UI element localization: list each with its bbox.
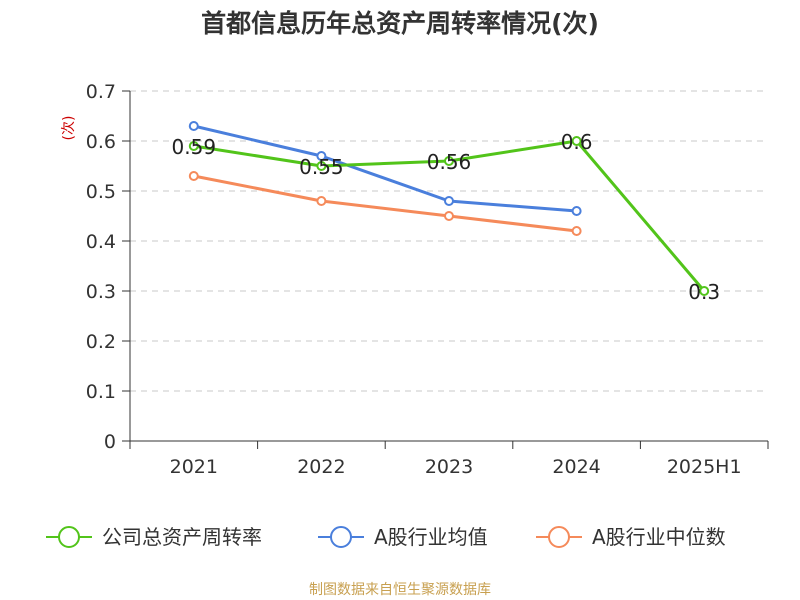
data-labels: 0.59 0.55 0.56 0.6 0.3 [172, 130, 721, 304]
series-line [193, 124, 577, 213]
data-label: 0.55 [299, 155, 344, 179]
series-line [193, 174, 577, 233]
data-point [571, 136, 582, 146]
data-point [444, 156, 454, 166]
data-label: 0.56 [427, 150, 472, 174]
data-point [188, 121, 199, 131]
data-label: 0.3 [688, 280, 720, 304]
data-point [699, 286, 710, 296]
source-note: 制图数据来自恒生聚源数据库 [309, 582, 491, 598]
data-point [188, 141, 199, 151]
legend-swatch-marker [330, 526, 352, 548]
data-label: 0.6 [561, 130, 593, 154]
legend-item[interactable]: 公司总资产周转率 [46, 525, 262, 549]
data-point [316, 151, 327, 161]
data-point [188, 171, 199, 181]
y-axis-unit-label: (次) [61, 116, 77, 141]
data-point [316, 196, 327, 206]
data-point [316, 161, 327, 171]
y-tick-label: 0.6 [86, 131, 116, 153]
legend: 公司总资产周转率 A股行业均值 A股行业中位数 [46, 525, 726, 549]
x-tick-label: 2025H1 [667, 456, 742, 478]
legend-swatch-marker [58, 526, 80, 548]
series [188, 121, 710, 296]
legend-item[interactable]: A股行业中位数 [536, 525, 726, 549]
legend-label: 公司总资产周转率 [102, 525, 262, 549]
data-point [571, 206, 582, 216]
y-tick-label: 0.1 [86, 381, 116, 403]
y-tick-label: 0.2 [86, 331, 116, 353]
data-point [571, 226, 582, 236]
x-tick-label: 2022 [297, 456, 345, 478]
y-tick-label: 0.7 [86, 81, 116, 103]
y-tick-label: 0.4 [86, 231, 116, 253]
data-label: 0.59 [172, 135, 217, 159]
grid [130, 90, 768, 392]
x-tick-label: 2024 [552, 456, 600, 478]
data-point [444, 196, 454, 206]
axes: 0 0.1 0.2 0.3 0.4 0.5 0.6 0.7 2021 2022 2023 2024 20… [86, 81, 769, 478]
y-tick-label: 0.5 [86, 181, 116, 203]
x-tick-label: 2021 [170, 456, 218, 478]
legend-item[interactable]: A股行业均值 [318, 525, 488, 549]
legend-swatch-marker [548, 526, 570, 548]
chart-title: 首都信息历年总资产周转率情况(次) [201, 9, 599, 38]
legend-label: A股行业均值 [374, 525, 488, 549]
y-tick-label: 0.3 [86, 281, 116, 303]
data-point [444, 211, 454, 221]
y-tick-label: 0 [104, 431, 116, 453]
legend-label: A股行业中位数 [592, 525, 726, 549]
x-tick-label: 2023 [425, 456, 473, 478]
